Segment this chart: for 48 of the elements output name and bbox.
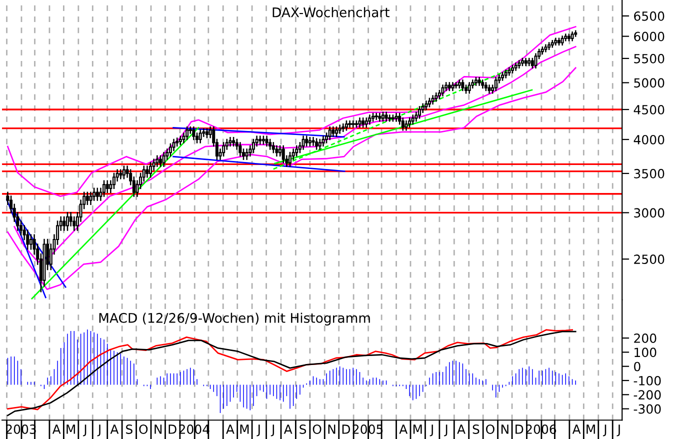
x-tick-label: J xyxy=(83,424,86,436)
x-tick-label: A xyxy=(399,424,408,434)
x-tick-label: J xyxy=(603,424,606,436)
y-tick-label: -300 xyxy=(634,404,661,414)
y-tick-label: 200 xyxy=(634,334,656,343)
x-tick-label: J xyxy=(97,424,100,436)
x-tick-label: J xyxy=(430,424,433,436)
y-tick-label: -100 xyxy=(634,376,661,386)
x-tick-label: A xyxy=(52,424,61,434)
x-tick-label: J xyxy=(616,424,620,436)
x-tick-label: N xyxy=(328,424,336,434)
x-tick-label: S xyxy=(472,424,480,434)
x-tick-label: N xyxy=(154,424,162,434)
y-tick-label: 5500 xyxy=(634,54,664,64)
x-tick-label: J xyxy=(256,424,260,436)
text: MACD (12/26/9-Wochen) mit Histogramm xyxy=(99,312,370,326)
x-tick-label: A xyxy=(572,424,581,434)
x-tick-label: S xyxy=(300,424,306,434)
x-tick-label: A xyxy=(226,424,234,434)
x-tick-label: D xyxy=(168,424,176,434)
x-tick-label: N xyxy=(501,424,508,434)
x-tick-label: S xyxy=(126,424,132,434)
y-tick-label: 4000 xyxy=(634,134,664,144)
y-tick-label: 100 xyxy=(634,348,656,358)
x-tick-label: A xyxy=(457,424,466,434)
y-tick-label: -200 xyxy=(634,390,661,400)
y-tick-label: 4500 xyxy=(634,104,664,114)
chart-title: DAX-Wochenchart xyxy=(272,7,390,18)
x-tick-label: M xyxy=(413,424,422,434)
x-tick-label: D xyxy=(516,424,524,434)
x-tick-label: O xyxy=(486,424,494,434)
x-tick-label: O xyxy=(312,424,322,434)
y-tick-label: 6000 xyxy=(634,32,664,42)
y-tick-label: 3500 xyxy=(634,168,664,178)
x-tick-label: A xyxy=(110,424,119,434)
x-tick-label: M xyxy=(66,424,75,434)
y-tick-label: 3000 xyxy=(634,208,664,218)
x-tick-label: M xyxy=(240,424,249,434)
x-tick-label: J xyxy=(270,424,274,436)
x-tick-label: J xyxy=(444,424,448,436)
x-tick-label: D xyxy=(342,424,350,434)
y-tick-label: 2500 xyxy=(634,254,664,264)
x-tick-label: M xyxy=(586,424,595,434)
y-tick-label: 5000 xyxy=(634,78,664,88)
y-tick-label: 0 xyxy=(634,362,640,372)
x-tick-label: A xyxy=(284,424,292,434)
x-tick-label: O xyxy=(139,424,148,434)
y-tick-label: 6500 xyxy=(634,11,664,21)
